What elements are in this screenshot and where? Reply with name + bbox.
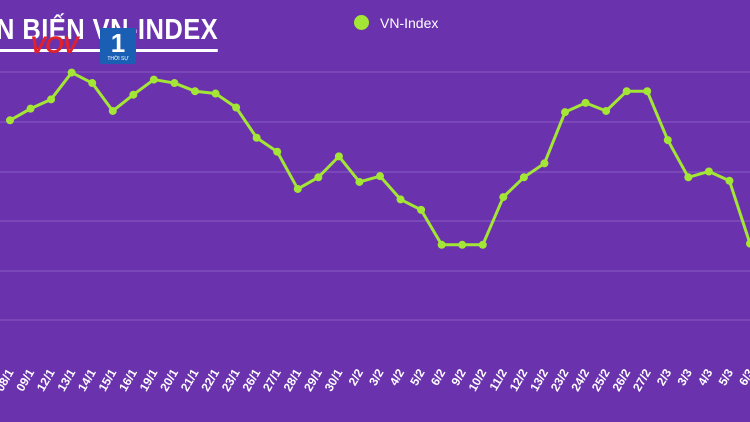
x-tick-label: 24/2	[568, 366, 592, 394]
data-point-09/1	[26, 104, 35, 113]
data-point-11/2	[499, 193, 508, 202]
x-tick-label: 13/1	[54, 366, 78, 394]
x-tick-label: 23/2	[548, 366, 572, 394]
data-point-5/3	[725, 176, 734, 185]
x-tick-label: 2/3	[654, 366, 675, 388]
data-point-20/1	[170, 79, 179, 88]
x-tick-label: 27/2	[630, 366, 654, 394]
x-tick-label: 21/1	[178, 366, 202, 394]
data-point-9/2	[458, 240, 467, 249]
x-tick-label: 5/3	[716, 366, 737, 388]
logo-channel-number: 1	[110, 28, 126, 58]
x-tick-label: 5/2	[407, 366, 428, 388]
x-tick-label: 26/2	[609, 366, 633, 394]
x-tick-label: 11/2	[486, 366, 510, 393]
series-line-vn-index	[9, 71, 750, 247]
series-line-layer	[9, 71, 750, 247]
x-tick-label: 30/1	[322, 366, 346, 394]
data-point-27/1	[273, 147, 282, 156]
data-point-08/1	[6, 116, 14, 125]
x-axis-tick-labels: 08/109/112/113/114/115/116/119/120/121/1…	[0, 366, 750, 394]
x-tick-label: 4/3	[695, 366, 716, 388]
data-point-22/1	[211, 89, 220, 98]
data-point-14/1	[88, 79, 97, 88]
data-point-28/1	[293, 184, 302, 193]
data-point-23/2	[561, 108, 569, 117]
data-point-6/2	[437, 240, 446, 249]
x-tick-label: 4/2	[387, 366, 408, 388]
x-tick-label: 3/2	[366, 366, 387, 388]
data-point-30/1	[334, 152, 343, 161]
x-tick-label: 12/2	[507, 366, 531, 394]
data-point-26/2	[622, 87, 631, 96]
data-point-25/2	[602, 106, 611, 115]
data-point-12/1	[47, 95, 56, 104]
data-point-26/1	[252, 133, 261, 142]
data-point-29/1	[314, 173, 323, 182]
data-point-2/2	[355, 177, 364, 186]
x-tick-label: 26/1	[239, 366, 263, 394]
data-point-19/1	[149, 75, 158, 84]
data-point-15/1	[108, 106, 117, 115]
logo-channel-subtext: THỜI SỰ	[107, 56, 129, 62]
x-tick-label: 22/1	[198, 366, 222, 394]
x-tick-label: 6/2	[428, 366, 449, 388]
data-point-13/1	[67, 68, 76, 77]
data-point-16/1	[129, 90, 138, 99]
x-tick-label: 08/1	[0, 366, 17, 394]
legend-label: VN-Index	[380, 15, 439, 31]
x-tick-label: 6/3	[736, 366, 750, 388]
data-point-6/3	[746, 239, 750, 248]
x-tick-label: 25/2	[589, 366, 613, 394]
data-point-2/3	[663, 136, 672, 145]
data-point-4/2	[396, 195, 405, 204]
x-tick-label: 20/1	[157, 366, 181, 394]
data-point-23/1	[232, 103, 241, 112]
data-point-10/2	[478, 240, 487, 249]
data-point-5/2	[417, 205, 426, 214]
data-point-27/2	[643, 87, 652, 96]
data-point-21/1	[191, 87, 199, 96]
x-tick-label: 12/1	[34, 366, 58, 394]
logo-channel-box: 1 THỜI SỰ	[100, 28, 136, 64]
data-points-layer	[6, 68, 750, 249]
x-tick-label: 2/2	[346, 366, 367, 388]
data-point-3/2	[376, 172, 384, 181]
x-tick-label: 28/1	[281, 366, 305, 394]
data-point-3/3	[684, 173, 693, 182]
x-tick-label: 29/1	[301, 366, 325, 394]
x-tick-label: 15/1	[96, 366, 120, 394]
x-tick-label: 19/1	[137, 366, 161, 394]
x-tick-label: 16/1	[116, 366, 140, 394]
data-point-4/3	[704, 167, 713, 176]
x-tick-label: 3/3	[674, 366, 695, 388]
data-point-12/2	[519, 173, 528, 182]
x-tick-label: 10/2	[466, 366, 490, 394]
x-tick-label: 27/1	[260, 366, 284, 394]
x-tick-label: 09/1	[13, 366, 37, 394]
x-tick-label: 23/1	[219, 366, 243, 394]
data-point-13/2	[540, 159, 549, 168]
gridlines	[0, 71, 750, 321]
x-tick-label: 13/2	[527, 366, 551, 394]
x-tick-label: 14/1	[75, 366, 99, 394]
legend-marker-icon	[354, 15, 369, 30]
logo-text: VOV	[30, 32, 79, 59]
data-point-24/2	[581, 98, 590, 107]
